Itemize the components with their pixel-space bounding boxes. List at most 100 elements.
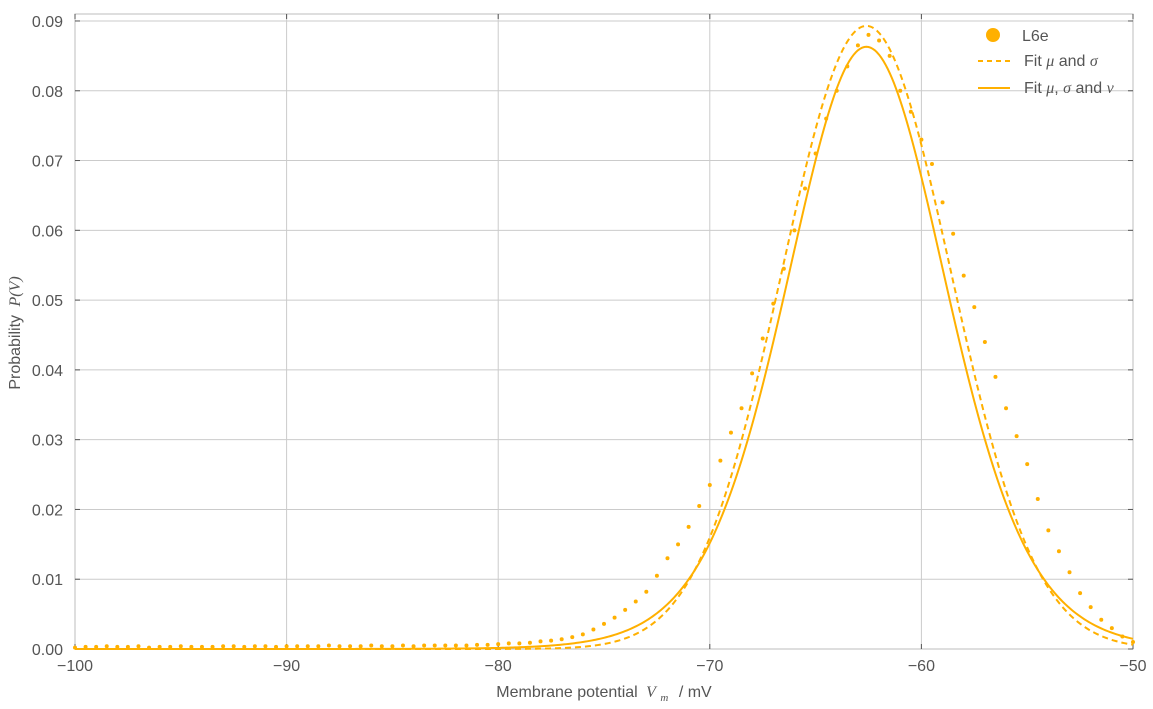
data-point xyxy=(961,273,966,278)
series-points-l6e xyxy=(73,32,1135,650)
y-tick-label: 0.04 xyxy=(32,363,63,380)
data-point xyxy=(718,458,723,463)
legend-dashed-fit-text-1: Fit xyxy=(1024,53,1046,70)
data-point xyxy=(316,644,321,649)
data-point xyxy=(453,643,458,648)
data-point xyxy=(665,556,670,561)
data-point xyxy=(697,503,702,508)
data-point xyxy=(379,644,384,649)
data-point xyxy=(612,615,617,620)
y-tick-label: 0.03 xyxy=(32,433,63,450)
y-tick-label: 0.00 xyxy=(32,642,63,659)
data-point xyxy=(1099,617,1104,622)
plot-frame xyxy=(74,13,1134,650)
x-axis-label-unit: / mV xyxy=(679,684,712,701)
data-point xyxy=(348,644,353,649)
data-point xyxy=(623,607,628,612)
data-point xyxy=(855,43,860,48)
data-point xyxy=(654,573,659,578)
data-point xyxy=(168,644,173,649)
data-point xyxy=(527,640,532,645)
data-point xyxy=(1004,406,1009,411)
data-point xyxy=(337,644,342,649)
data-point xyxy=(231,644,236,649)
data-point xyxy=(1025,462,1030,467)
data-point xyxy=(591,627,596,632)
y-tick-label: 0.08 xyxy=(32,84,63,101)
legend-label-solid-fit: Fit μ, σ and ν xyxy=(1024,80,1115,97)
legend-dashed-fit-mu: μ xyxy=(1045,53,1054,70)
data-point xyxy=(400,643,405,648)
data-point xyxy=(739,406,744,411)
data-point xyxy=(485,642,490,647)
legend-solid-fit-sigma: σ xyxy=(1063,80,1072,97)
data-point xyxy=(464,643,469,648)
y-tick-label: 0.02 xyxy=(32,502,63,519)
data-point xyxy=(199,644,204,649)
data-point xyxy=(369,643,374,648)
y-tick-label: 0.06 xyxy=(32,223,63,240)
legend-solid-fit-text-2: , xyxy=(1054,80,1063,97)
data-point xyxy=(940,200,945,205)
data-point xyxy=(136,644,141,649)
data-point xyxy=(644,589,649,594)
series-layer xyxy=(73,24,1135,650)
data-point xyxy=(951,231,956,236)
data-point xyxy=(1109,626,1114,631)
data-point xyxy=(94,644,99,649)
data-point xyxy=(263,644,268,649)
data-point xyxy=(517,641,522,646)
data-point xyxy=(115,644,120,649)
legend-solid-fit-text-1: Fit xyxy=(1024,80,1046,97)
data-point xyxy=(866,32,871,37)
data-point xyxy=(221,644,226,649)
data-point xyxy=(210,644,215,649)
data-point xyxy=(792,228,797,233)
legend: L6e Fit μ and σ Fit μ, σ and ν xyxy=(978,28,1115,97)
y-tick-labels: 0.00 0.01 0.02 0.03 0.04 0.05 0.06 0.07 0.08 0.09 xyxy=(32,14,63,659)
data-point xyxy=(422,643,427,648)
data-point xyxy=(295,644,300,649)
x-tick-label: −60 xyxy=(908,658,935,675)
data-point xyxy=(252,644,257,649)
y-axis-label-math: P(V) xyxy=(7,276,24,307)
data-point xyxy=(803,186,808,191)
data-point xyxy=(178,644,183,649)
x-tick-label: −100 xyxy=(57,658,93,675)
legend-label-dashed-fit: Fit μ and σ xyxy=(1024,53,1099,70)
fit-mu-sigma-nu-line xyxy=(75,45,1134,650)
legend-solid-fit-text-3: and xyxy=(1071,80,1107,97)
x-tick-label: −90 xyxy=(273,658,300,675)
data-point xyxy=(284,644,289,649)
x-tick-labels: −100 −90 −80 −70 −60 −50 xyxy=(57,658,1147,675)
data-point xyxy=(475,642,480,647)
x-axis-label: Membrane potential V m / mV xyxy=(496,684,712,705)
data-point xyxy=(538,639,543,644)
data-point xyxy=(443,643,448,648)
y-tick-label: 0.05 xyxy=(32,293,63,310)
legend-label-points-text: L6e xyxy=(1022,28,1049,45)
data-point xyxy=(877,38,882,43)
x-tick-label: −70 xyxy=(696,658,723,675)
data-point xyxy=(898,88,903,93)
legend-label-points: L6e xyxy=(1022,28,1049,45)
data-point xyxy=(549,638,554,643)
x-axis-label-text: Membrane potential xyxy=(496,684,637,701)
data-point xyxy=(506,641,511,646)
data-point xyxy=(411,644,416,649)
data-point xyxy=(1088,605,1093,610)
data-point xyxy=(390,644,395,649)
data-point xyxy=(189,644,194,649)
data-point xyxy=(1067,570,1072,575)
y-tick-label: 0.09 xyxy=(32,14,63,31)
data-point xyxy=(559,637,564,642)
data-point xyxy=(496,642,501,647)
legend-dashed-fit-text-2: and xyxy=(1054,53,1090,70)
legend-solid-fit-nu: ν xyxy=(1107,80,1115,97)
data-point xyxy=(676,542,681,547)
data-point xyxy=(633,599,638,604)
data-point xyxy=(1131,640,1135,645)
data-point xyxy=(570,635,575,640)
data-point xyxy=(83,644,88,649)
